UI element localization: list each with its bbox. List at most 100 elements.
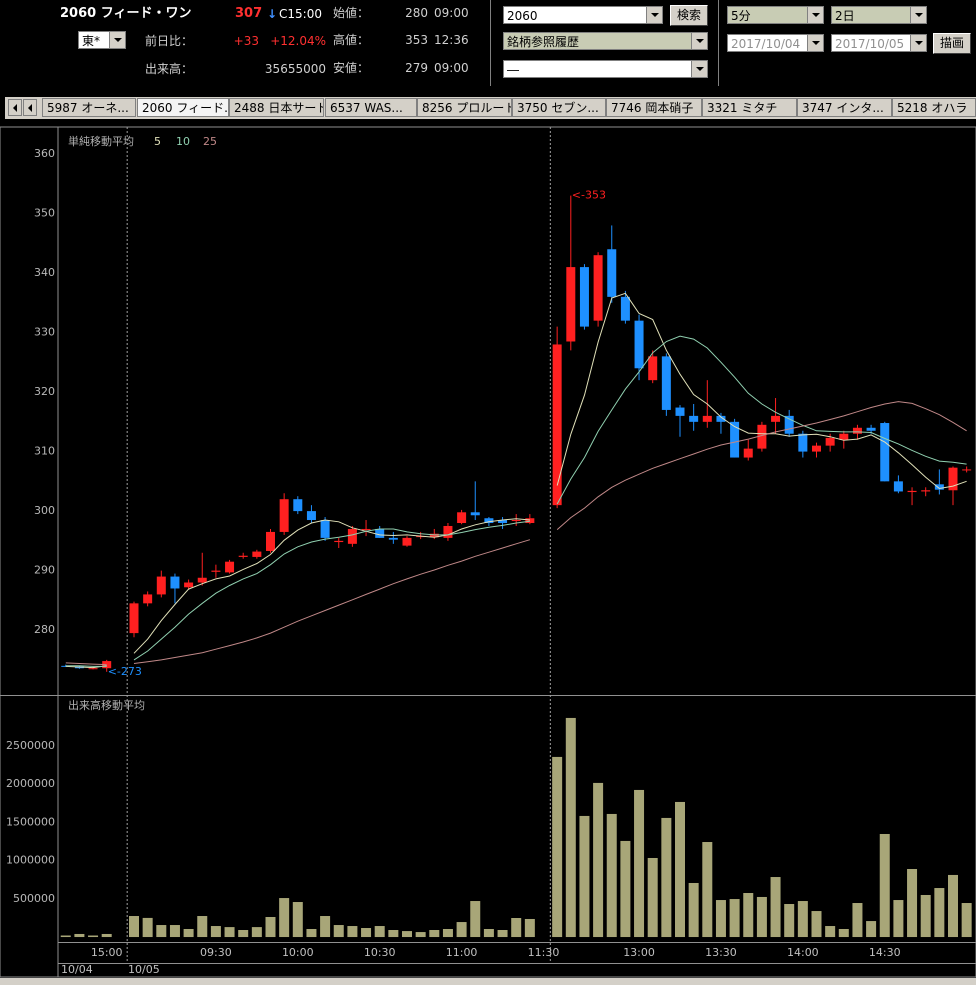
history: 銘柄参照履歴	[507, 35, 580, 49]
market-select[interactable]: 東*	[78, 31, 126, 49]
blank: ―	[507, 63, 519, 77]
dropdown-arrow[interactable]	[910, 7, 926, 23]
x-tick-label: 14:30	[869, 946, 901, 959]
volume-bar	[729, 899, 740, 938]
draw-button[interactable]: 描画	[933, 33, 971, 54]
tab[interactable]: 3750 セブン...	[512, 98, 606, 117]
dropdown-arrow[interactable]	[691, 33, 707, 49]
tab[interactable]: 5218 オハラ	[892, 98, 976, 117]
dropdown-arrow[interactable]	[691, 61, 707, 77]
volume-bar	[402, 931, 412, 938]
prev-button[interactable]	[23, 99, 37, 116]
x-tick-label: 14:00	[787, 946, 819, 959]
label: 始値：	[333, 6, 370, 20]
chart-frame	[0, 126, 976, 978]
volume-title: 出来高移動平均	[68, 698, 145, 712]
x-tick-label: 10:00	[282, 946, 314, 959]
candle-body	[402, 537, 412, 546]
volume-bar	[620, 840, 631, 938]
volume-bar	[866, 921, 877, 938]
dropdown-arrow[interactable]	[910, 35, 926, 51]
to-date[interactable]: 2017/10/05	[831, 34, 927, 52]
volume-bar	[142, 917, 153, 938]
candle-body	[921, 490, 931, 492]
y-tick-label: 310	[34, 445, 55, 458]
candle-body	[880, 423, 890, 482]
label: 前日比：	[145, 34, 194, 48]
candle-body	[743, 448, 753, 458]
dropdown-arrow[interactable]	[646, 7, 662, 23]
tab[interactable]: 5987 オーネ...	[42, 98, 136, 117]
tab[interactable]: 3747 インタ...	[797, 98, 892, 117]
volume-bar	[60, 935, 71, 938]
tab[interactable]: 3321 ミタチ	[702, 98, 797, 117]
from: 2017/10/04	[731, 37, 801, 51]
volume-bar	[907, 868, 918, 938]
candle-body	[457, 512, 467, 524]
to: 2017/10/05	[835, 37, 905, 51]
separator	[490, 0, 491, 86]
volume-bar	[934, 888, 945, 938]
scrollbar[interactable]	[0, 978, 976, 985]
tab[interactable]: 7746 岡本硝子	[606, 98, 702, 117]
volume-bar	[606, 813, 617, 938]
volume-bar	[702, 842, 713, 938]
volume-bar	[770, 877, 781, 938]
volume-bar	[251, 927, 262, 938]
arrow: ↓	[267, 7, 278, 21]
span: 2日	[835, 9, 855, 23]
volume-tick-label: 1000000	[6, 854, 55, 867]
high-annotation: <-353	[572, 189, 606, 202]
span-select[interactable]: 2日	[831, 6, 927, 24]
x-tick-label: 13:30	[705, 946, 737, 959]
candle-body	[607, 249, 617, 297]
dropdown-arrow[interactable]	[109, 32, 125, 48]
dropdown-arrow[interactable]	[807, 7, 823, 23]
candle-body	[812, 445, 821, 452]
first-button[interactable]	[8, 99, 22, 116]
volume-tick-label: 1500000	[6, 815, 55, 828]
candle-body	[61, 665, 71, 667]
tab[interactable]: 2488 日本サード	[229, 98, 324, 117]
change: +33	[233, 34, 259, 48]
candle-body	[661, 356, 671, 410]
tab[interactable]: 6537 WAS...	[325, 98, 417, 117]
y-tick-label: 280	[34, 623, 55, 636]
low-annotation: <-273	[108, 665, 142, 678]
candle-body	[511, 520, 521, 522]
candle-body	[866, 427, 876, 431]
search-button[interactable]: 検索	[670, 5, 708, 26]
volume-bar	[593, 782, 604, 938]
candle-body	[634, 320, 644, 369]
from-date[interactable]: 2017/10/04	[727, 34, 824, 52]
dropdown-arrow[interactable]	[807, 35, 823, 51]
interval-select[interactable]: 5分	[727, 6, 824, 24]
candle-body	[798, 433, 808, 452]
x-tick-label: 11:30	[528, 946, 560, 959]
history-select[interactable]: 銘柄参照履歴	[503, 32, 708, 50]
tab[interactable]: 8256 プロルート	[417, 98, 512, 117]
legend-entry: 25	[203, 135, 217, 148]
value: 280	[405, 6, 428, 20]
y-tick-label: 340	[34, 266, 55, 279]
tab[interactable]: 2060 フィード...	[137, 98, 229, 117]
blank-select[interactable]: ―	[503, 60, 708, 78]
y-tick-label: 290	[34, 564, 55, 577]
volume-bar	[197, 916, 208, 938]
candle-body	[266, 531, 275, 551]
volume-bar	[388, 929, 399, 938]
volume-bar	[279, 898, 290, 938]
candle-body	[948, 467, 958, 491]
volume-bar	[688, 882, 699, 938]
volume-bar	[347, 926, 358, 938]
candle-body	[825, 437, 835, 446]
candle-body	[252, 551, 262, 557]
candle-body	[730, 421, 740, 458]
volume-bar	[511, 917, 522, 938]
label: 出来高：	[145, 62, 194, 76]
value: 353	[405, 33, 428, 47]
volume-bar	[101, 933, 112, 938]
y-tick-label: 330	[34, 326, 55, 339]
value: 09:00	[434, 6, 469, 20]
code-select[interactable]: 2060	[503, 6, 663, 24]
